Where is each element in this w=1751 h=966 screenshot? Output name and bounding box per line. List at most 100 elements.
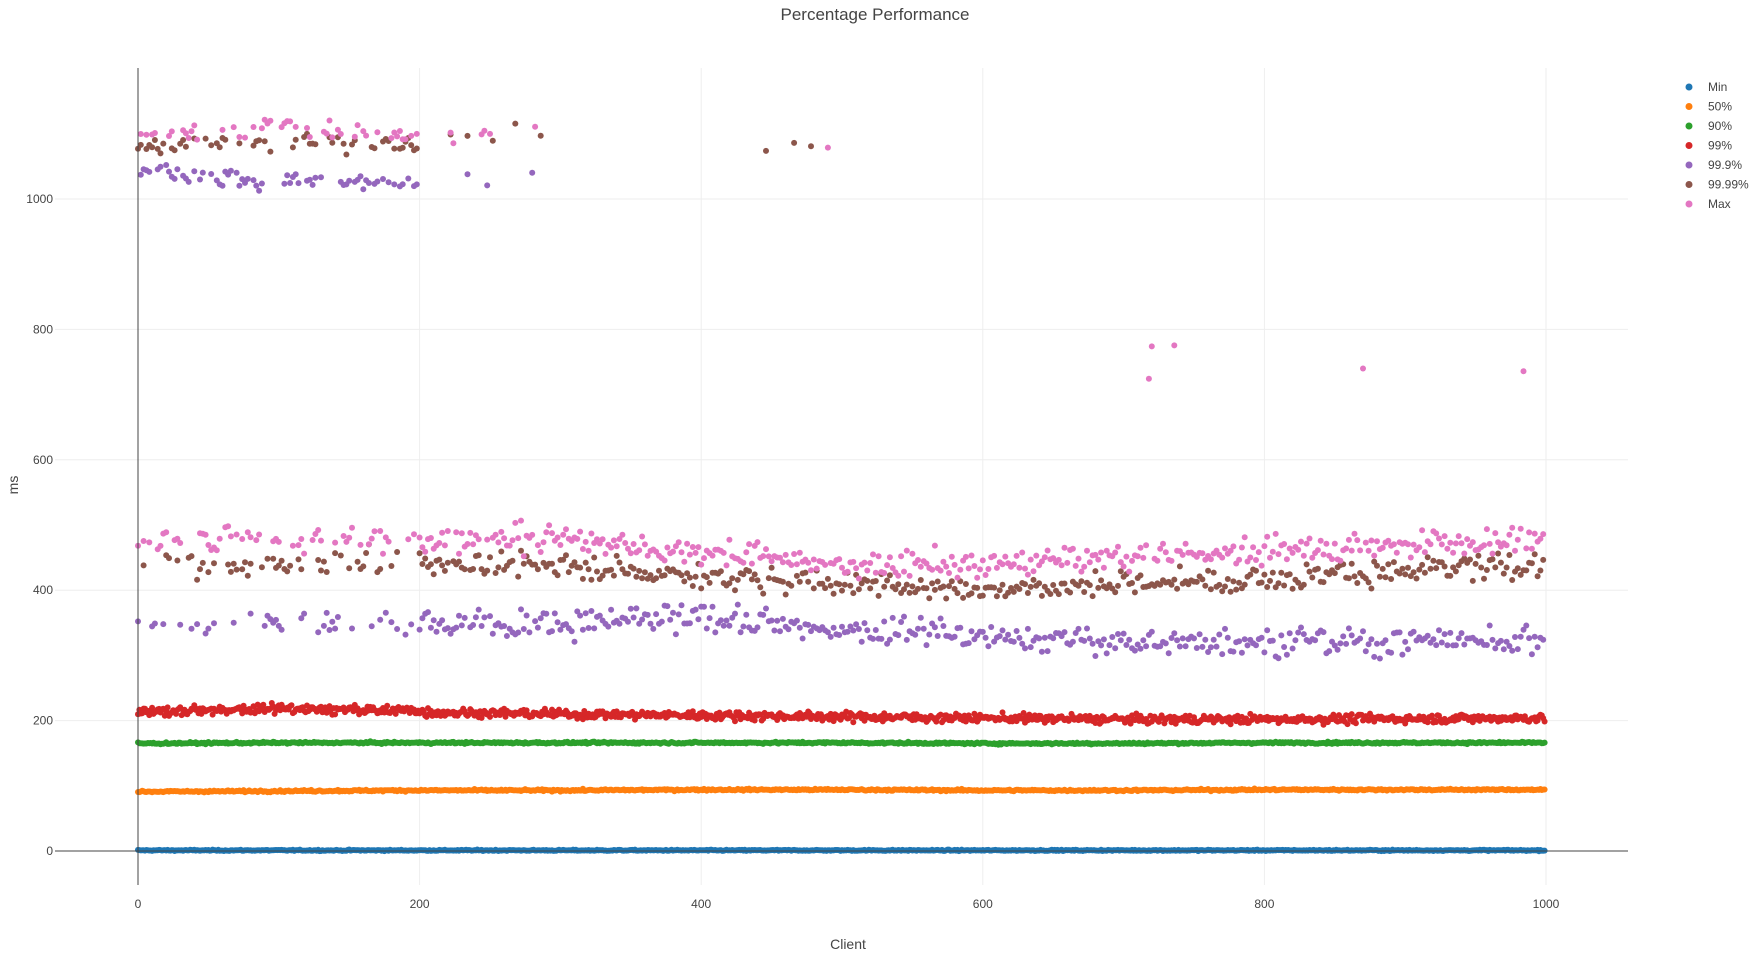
point: [667, 616, 674, 623]
point: [1526, 635, 1533, 642]
point: [551, 610, 558, 617]
point: [227, 568, 234, 575]
point: [1275, 655, 1282, 662]
point: [495, 564, 502, 571]
point: [464, 132, 471, 139]
point: [197, 566, 203, 573]
point: [1258, 579, 1265, 586]
point: [529, 169, 536, 176]
point: [664, 603, 671, 610]
point: [796, 578, 803, 585]
point: [931, 586, 938, 593]
point: [1030, 576, 1037, 583]
point: [534, 566, 541, 573]
point: [920, 625, 927, 632]
point: [884, 577, 891, 584]
point: [247, 610, 254, 617]
point: [1207, 644, 1214, 651]
point: [1390, 559, 1397, 566]
point: [940, 623, 947, 629]
point: [1523, 622, 1530, 629]
point: [1092, 568, 1099, 575]
point: [1481, 575, 1487, 582]
point: [318, 567, 324, 574]
point: [1024, 590, 1031, 596]
point: [1100, 636, 1107, 643]
point: [934, 633, 941, 639]
point: [1458, 630, 1465, 637]
point: [194, 621, 201, 628]
point: [554, 619, 561, 626]
point: [258, 180, 265, 187]
point: [633, 573, 640, 580]
point: [1219, 651, 1226, 658]
point: [1207, 586, 1214, 593]
point: [701, 603, 707, 610]
point: [188, 625, 195, 632]
point: [1179, 635, 1186, 642]
point: [1233, 586, 1240, 593]
point: [836, 632, 843, 638]
point: [253, 182, 260, 189]
point: [318, 174, 324, 181]
point: [974, 584, 981, 591]
point: [709, 603, 716, 610]
point: [1137, 645, 1144, 652]
point: [1286, 630, 1293, 637]
point: [1086, 635, 1093, 642]
point: [656, 567, 662, 574]
point: [1075, 625, 1082, 632]
point: [1143, 643, 1150, 650]
point: [1005, 631, 1012, 638]
point: [1086, 582, 1093, 589]
point: [979, 592, 986, 599]
point: [982, 634, 989, 641]
point: [588, 576, 595, 583]
point: [360, 563, 367, 570]
point: [915, 625, 921, 632]
point: [1343, 640, 1350, 647]
point: [334, 614, 341, 620]
point: [1275, 580, 1282, 587]
point: [633, 605, 640, 612]
point: [329, 618, 336, 625]
data-points: [135, 116, 1548, 855]
point: [1027, 583, 1034, 590]
point: [1236, 638, 1243, 645]
point: [1084, 625, 1090, 632]
point: [270, 555, 277, 562]
point: [1098, 577, 1105, 584]
point: [732, 610, 738, 617]
point: [416, 550, 423, 557]
point: [1467, 556, 1473, 563]
point: [1371, 653, 1378, 660]
point: [1131, 647, 1138, 654]
point: [382, 609, 389, 616]
point: [901, 613, 907, 620]
point: [771, 627, 778, 634]
point: [1509, 647, 1516, 654]
point: [808, 143, 814, 150]
point: [639, 616, 646, 623]
point: [430, 571, 437, 578]
point: [746, 568, 753, 575]
point: [1312, 637, 1319, 644]
point: [340, 140, 347, 147]
point: [1171, 576, 1178, 583]
point: [706, 579, 713, 586]
point: [171, 175, 178, 182]
point: [625, 618, 631, 625]
point: [402, 631, 409, 638]
point: [233, 566, 240, 573]
point: [1528, 651, 1535, 658]
point: [864, 577, 871, 584]
point: [1388, 649, 1395, 656]
point: [1024, 625, 1031, 632]
point: [850, 719, 857, 726]
point: [182, 143, 189, 150]
point: [1405, 646, 1411, 653]
point: [549, 628, 555, 635]
point: [1469, 577, 1476, 584]
point: [258, 564, 265, 571]
point: [1500, 646, 1507, 653]
